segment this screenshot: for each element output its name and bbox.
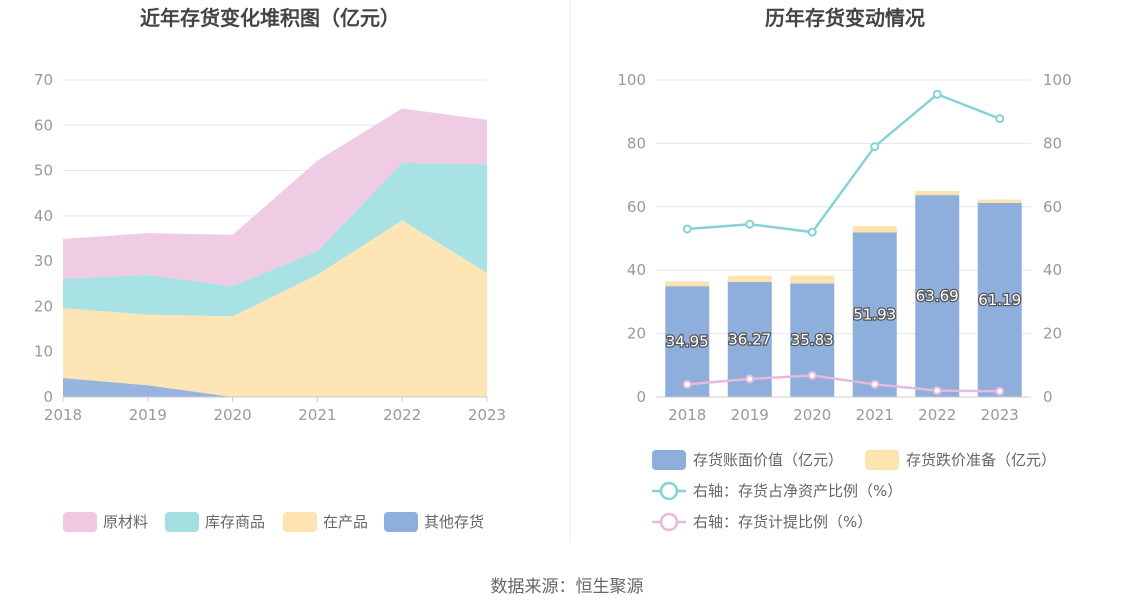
chart1-y-tick: 70 [34,71,53,89]
line-point [682,224,692,234]
chart1-x-tick: 2020 [214,406,252,424]
chart1-x-tick: 2023 [468,406,506,424]
chart2-y-tick: 0 [636,388,646,406]
bar-provision [852,226,897,233]
line-point [932,89,942,99]
line-series-0 [687,92,1001,234]
line-point [870,379,880,389]
bar-value-label: 61.19 [978,291,1021,309]
bar-book-value [852,232,897,397]
chart2-y2-tick: 100 [1043,71,1072,89]
bar-value-label: 63.69 [916,287,959,305]
line-point [682,379,692,389]
chart1-x-tick: 2018 [44,406,82,424]
line-point [995,386,1005,396]
legend-label: 右轴：存货计提比例（%） [693,513,872,531]
legend-swatch [652,450,686,470]
bar-provision [665,281,710,287]
legend-swatch [283,512,317,532]
legend-swatch [384,512,418,532]
area-series-其他存货 [63,377,487,397]
bar-provision [977,199,1022,204]
line-point [807,227,817,237]
chart1-y-tick: 10 [34,343,53,361]
chart2-x-tick: 2023 [981,406,1019,424]
line-point [745,219,755,229]
chart2-y-tick: 40 [627,261,646,279]
bar-book-value [665,286,710,397]
chart1-y-tick: 20 [34,297,53,315]
chart1-axis: 0 10 20 30 40 50 60 70 2018 2019 2020 2021 2022 2023 [34,71,506,424]
chart2-bars [665,190,1022,397]
chart2-y-tick: 60 [627,198,646,216]
chart1-y-tick: 40 [34,207,53,225]
bar-provision [915,190,960,196]
chart2-y-tick: 100 [617,71,646,89]
bar-provision [727,275,772,283]
chart2-y-tick: 80 [627,134,646,152]
area-series-库存商品 [63,162,487,317]
chart1-y-tick: 60 [34,116,53,134]
chart2-title: 历年存货变动情况 [765,6,925,30]
chart1-x-tick: 2019 [129,406,167,424]
bar-value-label: 34.95 [666,333,709,351]
chart2-y2-tick: 80 [1043,134,1062,152]
line-point [932,386,942,396]
chart2-lines [682,89,1005,396]
chart1-y-tick: 30 [34,252,53,270]
bar-book-value [915,195,960,397]
chart2-axis: 0 20 40 60 80 100 0 20 40 60 80 100 2018 2019 2020 2021… [617,71,1071,424]
chart2-legend: 存货账面价值（亿元） 存货跌价准备（亿元）右轴：存货占净资产比例（%） 右轴：存货计… [652,450,1056,532]
line-point [870,142,880,152]
chart2-y2-tick: 40 [1043,261,1062,279]
bar-value-label: 35.83 [791,331,834,349]
chart1-x-tick: 2021 [298,406,336,424]
stacked-area-chart: 近年存货变化堆积图（亿元） 0 10 20 30 40 50 60 70 2018 2019 202… [34,6,506,532]
legend-label: 库存商品 [205,513,265,531]
chart2-grid [656,79,1031,398]
chart2-bar-labels: 34.95 36.27 35.83 51.93 63.69 61.19 [665,286,1023,352]
line-series-1 [687,374,1000,393]
chart1-y-tick: 0 [43,388,53,406]
chart1-x-tick: 2022 [383,406,421,424]
legend-swatch [165,512,199,532]
line-point [995,114,1005,124]
area-series-在产品 [63,220,487,397]
legend-label: 存货账面价值（亿元） [693,451,843,469]
chart2-x-tick: 2021 [856,406,894,424]
line-point [745,374,755,384]
area-series-原材料 [63,108,487,287]
legend-line-marker [659,512,679,532]
chart2-y2-tick: 60 [1043,198,1062,216]
bar-value-label: 51.93 [853,306,896,324]
chart1-title: 近年存货变化堆积图（亿元） [140,6,400,30]
chart2-y2-tick: 0 [1043,388,1053,406]
legend-swatch [63,512,97,532]
legend-swatch [865,450,899,470]
bar-book-value [977,203,1022,397]
chart2-x-tick: 2020 [793,406,831,424]
chart1-areas [63,108,487,397]
chart2-x-tick: 2022 [918,406,956,424]
bar-provision [790,275,835,284]
legend-label: 在产品 [323,513,368,531]
legend-label: 原材料 [103,513,148,531]
chart2-y2-tick: 20 [1043,325,1062,343]
legend-label: 右轴：存货占净资产比例（%） [693,482,902,500]
data-source: 数据来源：恒生聚源 [491,577,644,597]
bar-value-label: 36.27 [728,331,771,349]
legend-label: 存货跌价准备（亿元） [906,451,1056,469]
line-point [807,370,817,380]
chart1-legend: 原材料 库存商品 在产品 其他存货 [63,512,484,532]
chart1-y-tick: 50 [34,162,53,180]
chart2-x-tick: 2019 [731,406,769,424]
chart2-x-tick: 2018 [668,406,706,424]
legend-line-marker [659,481,679,501]
legend-label: 其他存货 [424,513,484,531]
chart2-y-tick: 20 [627,325,646,343]
